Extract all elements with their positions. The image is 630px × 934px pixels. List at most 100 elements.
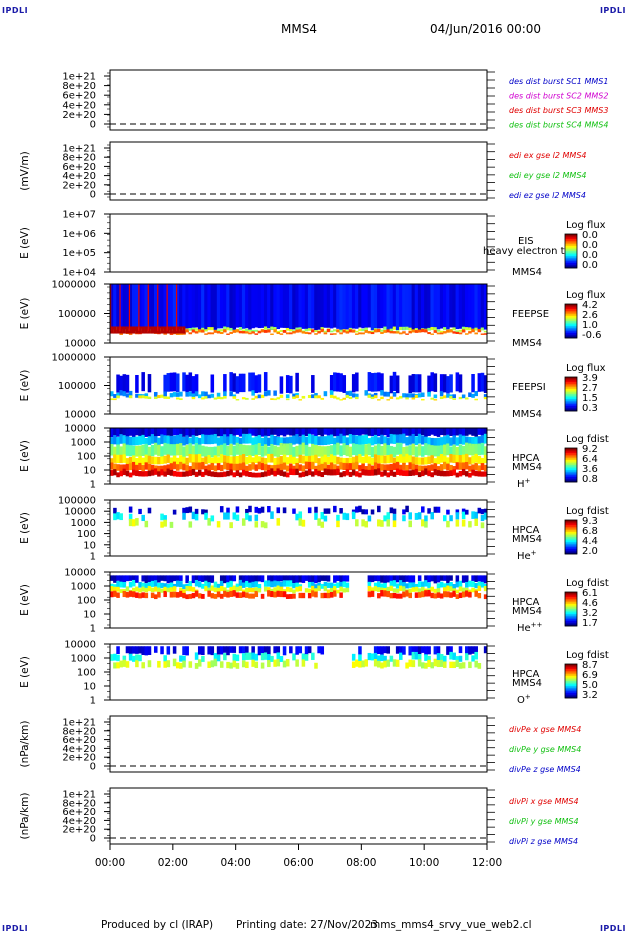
panel-8-spec-cell <box>179 590 183 597</box>
panel-6-spec-cell <box>204 456 208 465</box>
panel-9-spec-cell <box>433 646 438 655</box>
panel-6-spec-cell <box>219 436 224 445</box>
panel-6-spec-cell <box>320 472 325 478</box>
panel-4-spec-cell <box>263 330 268 333</box>
panel-4-spec-cell <box>226 327 230 331</box>
panel-8-spec-cell <box>229 590 233 597</box>
panel-4-spec-cell <box>172 326 177 334</box>
panel-6-spec-cell <box>238 455 243 464</box>
panel-8-spec-cell <box>128 581 133 588</box>
panel-10-legend-entry: divPe z gse MMS4 <box>509 765 581 774</box>
panel-8-spec-cell <box>147 582 152 588</box>
panel-6-spec-cell <box>122 464 127 471</box>
panel-9-spec-cell <box>182 660 186 668</box>
panel-9-spec-cell <box>188 661 193 668</box>
panel-4-spec-cell <box>238 327 243 331</box>
panel-8-spec-cell <box>172 586 177 592</box>
panel-8-spec-cell <box>436 583 441 589</box>
panel-7-spec-cell <box>421 519 425 527</box>
panel-4-spec-cell <box>317 331 321 334</box>
panel-7-spec-cell <box>207 518 211 526</box>
panel-5-spec-cell <box>345 391 350 397</box>
panel-6-spec-cell <box>119 434 123 444</box>
panel-8-spec-cell <box>260 575 265 583</box>
panel-5-spec-cell <box>197 394 202 399</box>
panel-5-spec-cell <box>285 394 290 399</box>
panel-6-spec-cell <box>267 469 271 476</box>
panel-9-spec-cell <box>141 646 145 655</box>
panel-7-colorbar-step <box>565 520 577 522</box>
panel-6-spacecraft-label: MMS4 <box>512 462 542 473</box>
panel-6-spec-cell <box>197 437 202 447</box>
panel-4-spec-cell <box>110 326 114 334</box>
panel-6-spec-cell <box>135 470 139 477</box>
panel-6-spec-cell <box>433 428 438 436</box>
panel-6-spec-cell <box>414 457 419 465</box>
panel-6-spec-cell <box>361 435 365 445</box>
panel-4-spec-cell <box>458 332 463 335</box>
panel-8-spec-cell <box>216 591 221 598</box>
panel-5-spec-cell <box>471 373 475 393</box>
panel-6-spec-cell <box>358 472 362 478</box>
panel-6-spec-cell <box>113 463 117 471</box>
panel-6-spec-cell <box>207 454 211 464</box>
panel-8-spec-cell <box>380 587 384 593</box>
panel-6-spec-cell <box>270 465 274 472</box>
panel-4-frame <box>109 283 488 344</box>
panel-9-colorbar-step <box>565 684 577 687</box>
panel-8-spec-cell <box>449 582 453 588</box>
panel-6-spec-cell <box>355 444 359 456</box>
corner-tag-tr: IPDLI <box>599 6 626 15</box>
panel-4-spec-cell <box>304 331 309 334</box>
panel-6-spec-cell <box>251 428 255 436</box>
panel-8-spec-cell <box>113 586 117 592</box>
panel-5-spec-cell <box>408 375 412 394</box>
panel-4-spec-cell <box>210 327 215 331</box>
panel-6-ytick-label: 10 <box>83 466 96 477</box>
panel-5-spec-cell <box>125 374 130 393</box>
x-tick-label: 04:00 <box>221 857 251 869</box>
panel-5-spec-cell <box>251 390 255 396</box>
panel-1-ytick-label: 8e+20 <box>62 81 96 92</box>
panel-8-colorbar-title: Log fdist <box>566 578 609 589</box>
panel-6-spec-cell <box>116 472 120 478</box>
panel-6-spec-cell <box>169 457 174 465</box>
panel-8-spec-cell <box>317 575 321 583</box>
panel-6-colorbar-step <box>565 458 577 461</box>
panel-6-spec-cell <box>474 470 478 477</box>
panel-4-spec-cell <box>399 326 403 330</box>
panel-8-spec-cell <box>263 580 268 587</box>
panel-8-colorbar-step <box>565 605 577 608</box>
panel-4-spec-cell <box>119 326 123 334</box>
panel-10-frame <box>109 715 488 773</box>
panel-6-spec-cell <box>301 471 306 477</box>
panel-6-spec-cell <box>443 436 447 445</box>
panel-5-spec-cell <box>179 398 183 401</box>
panel-8-spec-cell <box>248 582 252 589</box>
panel-7-spec-cell <box>405 505 409 513</box>
panel-6-spec-cell <box>483 454 488 464</box>
panel-4-spec-cell <box>345 284 350 330</box>
panel-7-colorbar-label: 4.4 <box>582 536 598 547</box>
panel-6-spec-cell <box>452 454 456 464</box>
panel-4-spec-cell <box>348 327 353 331</box>
panel-9-colorbar-step <box>565 686 577 689</box>
panel-7-spec-cell <box>367 515 372 522</box>
panel-8-spec-cell <box>182 584 186 589</box>
panel-9-spec-cell <box>455 659 460 667</box>
panel-6-spec-cell <box>279 463 284 471</box>
panel-8-spec-cell <box>392 580 397 587</box>
panel-7-colorbar-step <box>565 542 577 545</box>
panel-6-spec-cell <box>238 472 243 478</box>
panel-6-spec-cell <box>260 437 265 446</box>
panel-5-spec-cell <box>182 372 186 392</box>
panel-6-spec-cell <box>430 437 434 447</box>
panel-4-spec-cell <box>219 331 224 335</box>
panel-6-spec-cell <box>207 446 211 458</box>
panel-4-spec-cell <box>245 284 249 329</box>
panel-5-spec-cell <box>339 373 343 392</box>
panel-6-spec-cell <box>175 428 180 436</box>
panel-8-spec-cell <box>270 588 274 593</box>
panel-6-spec-cell <box>285 443 290 456</box>
panel-5-spec-cell <box>329 390 334 396</box>
